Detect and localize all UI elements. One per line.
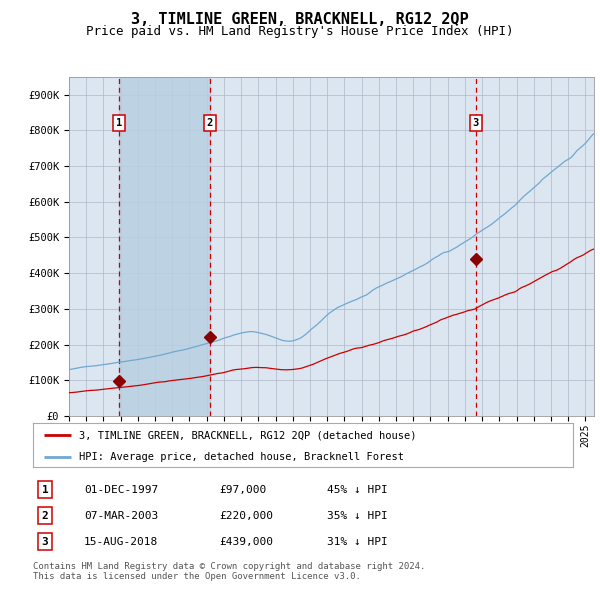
Text: 01-DEC-1997: 01-DEC-1997 [84,485,158,494]
Text: 3: 3 [41,537,49,546]
Text: 35% ↓ HPI: 35% ↓ HPI [327,511,388,520]
Text: 15-AUG-2018: 15-AUG-2018 [84,537,158,546]
Text: 31% ↓ HPI: 31% ↓ HPI [327,537,388,546]
Text: 1: 1 [116,118,122,128]
Text: 45% ↓ HPI: 45% ↓ HPI [327,485,388,494]
Text: 07-MAR-2003: 07-MAR-2003 [84,511,158,520]
Text: 1: 1 [41,485,49,494]
Text: £97,000: £97,000 [219,485,266,494]
Text: Price paid vs. HM Land Registry's House Price Index (HPI): Price paid vs. HM Land Registry's House … [86,25,514,38]
Text: £439,000: £439,000 [219,537,273,546]
Text: Contains HM Land Registry data © Crown copyright and database right 2024.
This d: Contains HM Land Registry data © Crown c… [33,562,425,581]
Text: 3, TIMLINE GREEN, BRACKNELL, RG12 2QP (detached house): 3, TIMLINE GREEN, BRACKNELL, RG12 2QP (d… [79,431,416,440]
Text: 2: 2 [206,118,213,128]
Text: HPI: Average price, detached house, Bracknell Forest: HPI: Average price, detached house, Brac… [79,452,404,461]
Text: £220,000: £220,000 [219,511,273,520]
Text: 3, TIMLINE GREEN, BRACKNELL, RG12 2QP: 3, TIMLINE GREEN, BRACKNELL, RG12 2QP [131,12,469,27]
Text: 3: 3 [472,118,479,128]
Text: 2: 2 [41,511,49,520]
Bar [119,77,210,416]
